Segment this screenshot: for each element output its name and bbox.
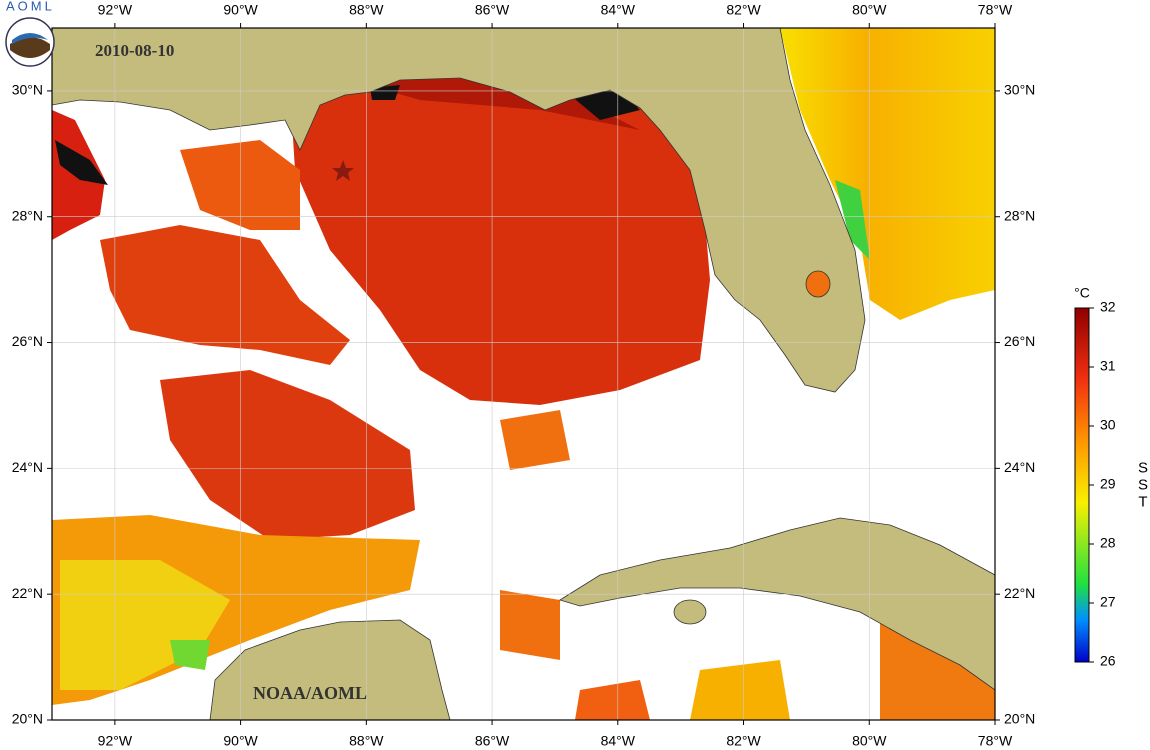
lon-tick-label: 84°W [601, 2, 636, 18]
sst-patch [100, 225, 350, 365]
lat-tick-label: 20°N [12, 711, 43, 727]
sst-patch [780, 28, 995, 320]
colorbar [1074, 307, 1090, 663]
lon-tick-label: 86°W [475, 2, 510, 18]
map-body [52, 28, 995, 720]
lon-tick-label: 88°W [349, 733, 384, 749]
colorbar-tick-label: 31 [1100, 358, 1116, 374]
lat-tick-label: 24°N [12, 459, 43, 475]
lake [805, 270, 831, 298]
lon-tick-label: 80°W [852, 2, 887, 18]
sst-patch [290, 70, 710, 405]
sst-patch [160, 370, 415, 540]
sst-patch [835, 180, 870, 260]
sst-patch [500, 590, 560, 660]
colorbar-tick-label: 28 [1100, 535, 1116, 551]
lat-tick-label: 20°N [1004, 711, 1035, 727]
colorbar-tick-label: 29 [1100, 476, 1116, 492]
land-cuba [559, 517, 995, 691]
colorbar-tick-label: 27 [1100, 594, 1116, 610]
sst-patch [575, 680, 650, 720]
land-yucatan [209, 619, 451, 720]
sst-patch [55, 140, 108, 185]
sst-patch [170, 640, 210, 670]
lat-tick-label: 22°N [1004, 585, 1035, 601]
lat-tick-label: 30°N [12, 82, 43, 98]
colorbar-unit: °C [1074, 285, 1090, 301]
lon-tick-label: 90°W [223, 733, 258, 749]
lon-tick-label: 92°W [98, 733, 133, 749]
sst-patch [180, 140, 300, 230]
lat-tick-label: 28°N [1004, 207, 1035, 223]
lon-tick-label: 86°W [475, 733, 510, 749]
lon-tick-label: 90°W [223, 2, 258, 18]
lon-tick-label: 82°W [726, 2, 761, 18]
lon-tick-label: 88°W [349, 2, 384, 18]
colorbar-tick-label: 32 [1100, 299, 1116, 315]
date-label: 2010-08-10 [95, 41, 174, 60]
colorbar-label: SST [1135, 460, 1150, 511]
colorbar-tick-label: 26 [1100, 653, 1116, 669]
lon-tick-label: 78°W [978, 733, 1013, 749]
lon-tick-label: 92°W [98, 2, 133, 18]
sst-patch [60, 560, 230, 690]
star-marker [332, 160, 354, 181]
lat-tick-label: 26°N [1004, 333, 1035, 349]
lat-tick-label: 30°N [1004, 82, 1035, 98]
lat-tick-label: 28°N [12, 207, 43, 223]
credit-label: NOAA/AOML [253, 683, 367, 703]
lon-tick-label: 82°W [726, 733, 761, 749]
colorbar-tick-label: 30 [1100, 417, 1116, 433]
logo-text: AOML [6, 0, 55, 13]
logo-shape [12, 33, 48, 44]
lon-tick-label: 78°W [978, 2, 1013, 18]
sst-patch [500, 410, 570, 470]
lat-tick-label: 22°N [12, 585, 43, 601]
sst-patch [690, 660, 790, 720]
land-island [673, 599, 707, 625]
logo-shape [10, 37, 50, 58]
land-us [52, 28, 866, 393]
sst-patch [350, 78, 680, 150]
lon-tick-label: 84°W [601, 733, 636, 749]
map-frame [51, 27, 996, 721]
lat-tick-label: 24°N [1004, 459, 1035, 475]
lat-tick-label: 26°N [12, 333, 43, 349]
lon-tick-label: 80°W [852, 733, 887, 749]
